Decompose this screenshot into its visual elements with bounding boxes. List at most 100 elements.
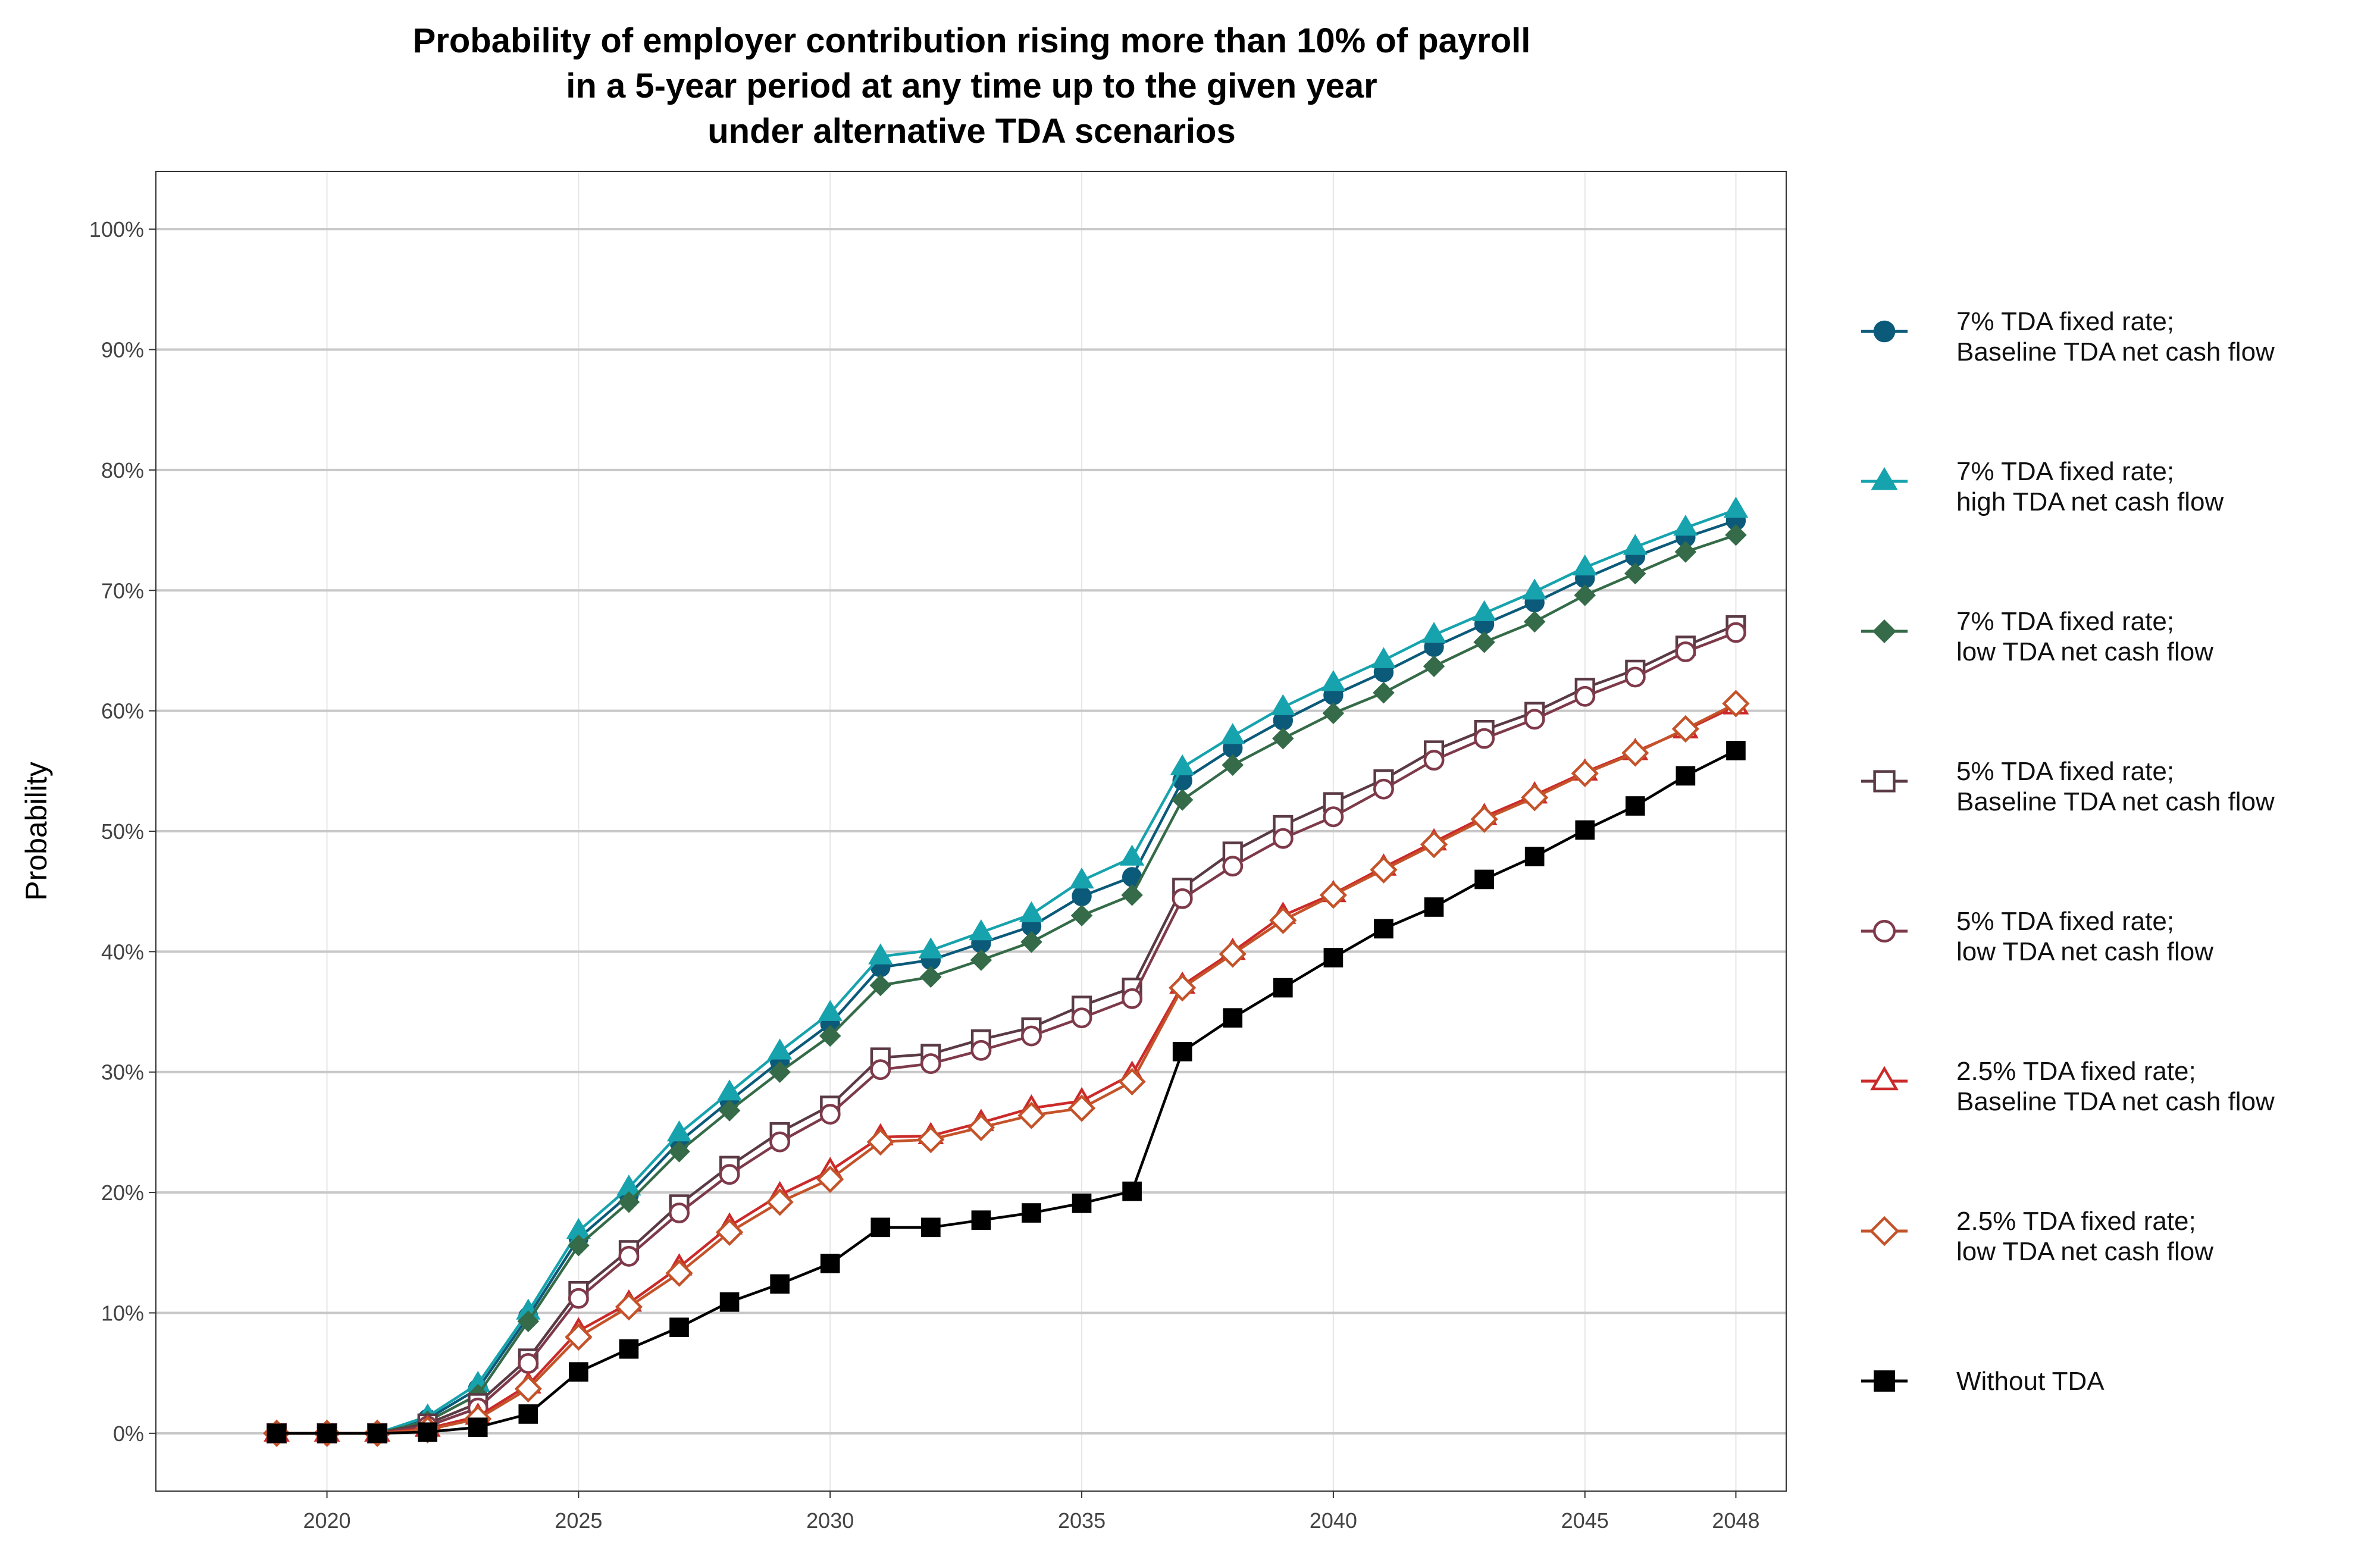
data-point <box>921 1217 941 1238</box>
data-point <box>1474 869 1494 890</box>
data-point <box>718 1100 741 1122</box>
data-point <box>818 1000 843 1021</box>
data-point <box>1319 881 1348 909</box>
data-point <box>816 1165 844 1193</box>
legend-marker <box>1870 1066 1899 1091</box>
legend-item: 2.5% TDA fixed rate;Baseline TDA net cas… <box>1861 1057 2275 1116</box>
data-point <box>1571 759 1599 787</box>
data-point <box>1725 622 1746 643</box>
data-point <box>669 1317 689 1338</box>
data-point <box>1522 578 1547 600</box>
data-point <box>1473 631 1495 653</box>
legend-marker <box>1873 770 1896 793</box>
data-point <box>1072 886 1092 906</box>
data-point <box>1722 690 1750 718</box>
x-tick-label: 2040 <box>1310 1508 1357 1533</box>
legend-item: 5% TDA fixed rate;low TDA net cash flow <box>1861 907 2213 966</box>
y-tick-label: 100% <box>89 217 144 242</box>
y-tick-label: 50% <box>101 819 144 844</box>
data-point <box>514 1374 542 1403</box>
data-point <box>615 1293 643 1321</box>
legend-item: 7% TDA fixed rate;high TDA net cash flow <box>1861 457 2224 516</box>
data-point <box>1072 1194 1092 1213</box>
data-point <box>1371 647 1396 668</box>
data-point <box>1070 904 1093 926</box>
y-axis: 0% 10% 20% 30% 40% 50% 60% 70% 80% 90% 100% <box>89 217 156 1446</box>
data-point <box>518 1404 538 1424</box>
legend-item: 7% TDA fixed rate;low TDA net cash flow <box>1861 607 2213 666</box>
data-point <box>1223 1008 1243 1028</box>
data-point <box>665 1259 693 1287</box>
data-point <box>769 1061 791 1084</box>
data-point <box>1122 988 1143 1009</box>
legend-label: Without TDA <box>1956 1367 2105 1396</box>
legend-label: Baseline TDA net cash flow <box>1956 337 2275 367</box>
data-point <box>1172 1042 1192 1061</box>
data-point <box>668 1141 690 1163</box>
data-point <box>1019 901 1044 922</box>
data-point <box>1621 739 1649 767</box>
y-axis-label: Probability <box>20 762 53 900</box>
title-line: under alternative TDA scenarios <box>707 112 1235 151</box>
data-point <box>1726 741 1746 760</box>
x-tick-label: 2048 <box>1712 1508 1759 1533</box>
data-point <box>1171 789 1194 811</box>
data-point <box>967 1113 995 1141</box>
data-point <box>1673 515 1698 536</box>
data-point <box>418 1422 437 1442</box>
data-point <box>267 1423 287 1443</box>
data-point <box>920 1053 941 1075</box>
data-point <box>1575 820 1595 840</box>
data-point <box>1220 723 1245 744</box>
data-point <box>1574 685 1596 707</box>
data-point <box>568 1234 590 1257</box>
data-point <box>1069 868 1094 889</box>
data-point <box>920 966 942 988</box>
data-point <box>1121 884 1143 906</box>
data-point <box>1675 641 1696 662</box>
data-point <box>1021 1025 1042 1047</box>
data-point <box>569 1362 588 1382</box>
data-point <box>870 1217 891 1238</box>
data-point <box>1373 778 1394 800</box>
data-point <box>1323 948 1344 967</box>
data-point <box>1020 931 1042 953</box>
data-point <box>666 1120 692 1142</box>
data-point <box>1624 666 1646 688</box>
data-point <box>767 1038 793 1060</box>
legend-marker <box>1869 1216 1900 1247</box>
data-point <box>1420 831 1448 859</box>
data-point <box>1067 1094 1096 1122</box>
y-tick-label: 0% <box>113 1421 144 1446</box>
data-point <box>1674 541 1697 563</box>
x-tick-label: 2030 <box>806 1508 854 1533</box>
data-point <box>1474 728 1495 749</box>
data-point <box>1118 1067 1146 1096</box>
data-point <box>1624 562 1646 585</box>
data-point <box>1022 1203 1041 1223</box>
data-point <box>1423 655 1445 678</box>
legend-marker <box>1872 919 1896 943</box>
data-point <box>971 1210 991 1230</box>
data-point <box>1169 973 1197 1002</box>
data-point <box>717 1079 742 1101</box>
series-5 <box>266 622 1746 1444</box>
legend: 7% TDA fixed rate;Baseline TDA net cash … <box>1861 307 2275 1396</box>
legend-label: 5% TDA fixed rate; <box>1956 907 2174 936</box>
data-point <box>1723 496 1749 518</box>
title-line: in a 5-year period at any time up to the… <box>566 67 1377 105</box>
data-point <box>1521 784 1549 812</box>
chart-title: Probability of employer contribution ris… <box>413 21 1531 151</box>
data-point <box>517 1310 540 1332</box>
x-tick-label: 2045 <box>1561 1508 1609 1533</box>
data-point <box>1119 844 1145 866</box>
data-point <box>1524 847 1545 866</box>
data-point <box>669 1203 690 1223</box>
legend-label: Baseline TDA net cash flow <box>1956 787 2275 816</box>
data-point <box>1222 754 1244 776</box>
data-point <box>719 1292 740 1312</box>
data-point <box>917 1125 945 1154</box>
data-point <box>1470 805 1498 833</box>
y-tick-label: 60% <box>101 699 144 724</box>
